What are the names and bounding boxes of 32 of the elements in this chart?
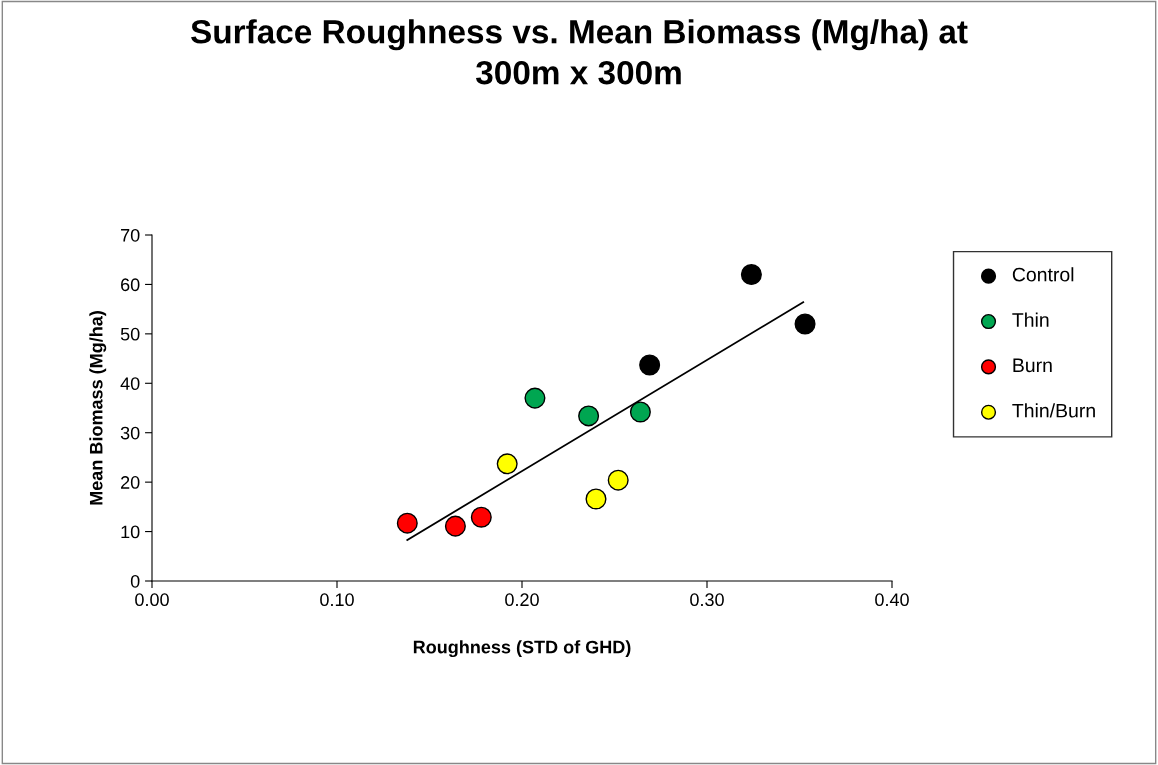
legend-label: Control: [1012, 267, 1074, 282]
point: [607, 469, 629, 491]
y-axis-title: Mean Biomass (Mg/ha): [89, 311, 107, 505]
legend-label: Thin: [1012, 312, 1049, 327]
x-axis-title: Roughness (STD of GHD): [413, 640, 631, 658]
point: [396, 512, 418, 534]
y-tick-label: 60: [121, 278, 140, 292]
x-tick-label: 0.30: [690, 593, 724, 607]
point: [794, 313, 816, 335]
point: [470, 506, 492, 528]
x-tick-label: 0.00: [135, 593, 169, 607]
point: [496, 453, 518, 475]
legend-label: Burn: [1013, 358, 1052, 373]
point: [740, 264, 762, 286]
y-tick-label: 70: [121, 228, 140, 242]
point: [639, 354, 661, 376]
legend-label: Thin/Burn: [1012, 403, 1095, 418]
y-tick-label: 10: [121, 525, 140, 539]
x-tick-label: 0.40: [875, 593, 909, 607]
point: [578, 405, 600, 427]
y-tick-label: 40: [120, 377, 140, 391]
point: [629, 401, 651, 423]
y-tick-label: 20: [121, 476, 140, 489]
y-tick-label: 0: [130, 574, 140, 588]
point: [585, 488, 607, 510]
point: [524, 387, 546, 409]
y-tick-label: 30: [120, 426, 140, 440]
chart-title: Surface Roughness vs. Mean Biomass (Mg/ha) at 300m x 300m: [191, 19, 968, 85]
y-tick-label: 50: [120, 327, 140, 341]
x-tick-label: 0.20: [505, 593, 539, 607]
x-tick-label: 0.10: [320, 593, 354, 607]
point: [444, 515, 466, 537]
